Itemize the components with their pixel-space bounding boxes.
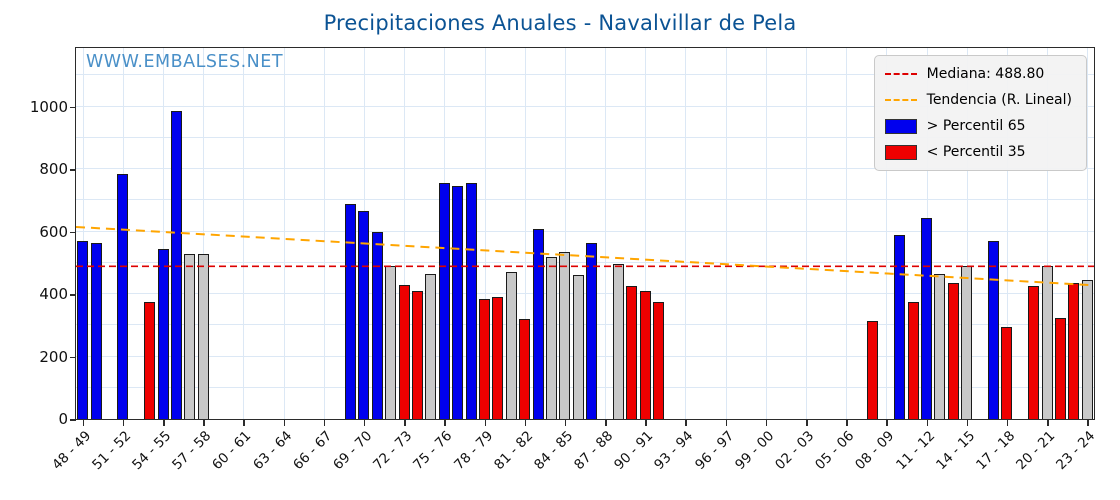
x-tick-mark [1006, 420, 1009, 426]
bar-77-78 [465, 183, 477, 419]
y-tick-mark [70, 419, 76, 421]
plot-area: WWW.EMBALSES.NET Mediana: 488.80 Tendenc… [75, 47, 1095, 420]
x-tick-mark [605, 420, 607, 426]
x-tick-mark [926, 420, 929, 426]
x-tick-mark [806, 420, 808, 426]
gridline-horizontal [76, 74, 1094, 76]
y-tick-label: 0 [58, 410, 68, 428]
legend-median-label: Mediana: 488.80 [926, 66, 1045, 82]
y-tick-mark [70, 169, 76, 171]
legend-item-below-percentile: < Percentil 35 [884, 142, 1072, 162]
x-tick-mark [243, 420, 245, 426]
gridline-horizontal [76, 293, 1094, 295]
bar-53-54 [144, 301, 156, 419]
watermark: WWW.EMBALSES.NET [86, 52, 284, 72]
legend-item-trend: Tendencia (R. Lineal) [884, 90, 1072, 110]
bar-76-77 [452, 186, 464, 419]
bar-78-79 [479, 298, 491, 419]
below-percentile-swatch [884, 144, 917, 160]
bar-79-80 [492, 297, 504, 419]
y-tick-mark [70, 356, 76, 359]
x-tick-mark [203, 420, 205, 426]
bar-17-18 [1001, 326, 1013, 419]
legend-below-label: < Percentil 35 [926, 144, 1026, 160]
bar-11-12 [921, 217, 933, 419]
legend-trend-label: Tendencia (R. Lineal) [926, 92, 1072, 108]
legend-item-above-percentile: > Percentil 65 [884, 116, 1072, 136]
x-tick-mark [886, 420, 888, 426]
x-tick-mark [363, 420, 366, 426]
gridline-horizontal [76, 386, 1094, 388]
bar-69-70 [358, 211, 370, 419]
bar-21-22 [1055, 317, 1066, 419]
y-tick-label: 600 [39, 222, 68, 241]
x-tick-mark [524, 420, 527, 426]
y-tick-mark [70, 106, 76, 109]
bar-91-92 [653, 301, 665, 419]
x-tick-mark [1087, 420, 1089, 426]
legend: Mediana: 488.80 Tendencia (R. Lineal) > … [873, 55, 1087, 171]
x-tick-mark [163, 420, 165, 426]
x-tick-mark [645, 420, 647, 426]
y-tick-mark [70, 294, 76, 296]
bar-81-82 [519, 319, 531, 419]
bar-51-52 [117, 173, 129, 419]
gridline-horizontal [76, 324, 1094, 326]
bar-90-91 [639, 290, 651, 419]
gridline-horizontal [76, 136, 1094, 138]
x-tick-mark [404, 420, 406, 426]
gridline-horizontal [76, 199, 1094, 201]
bar-73-74 [412, 290, 424, 419]
x-tick-mark [966, 420, 969, 426]
x-tick-mark [444, 420, 446, 426]
trend-line-swatch [884, 99, 917, 101]
x-tick-mark [323, 420, 326, 426]
x-tick-mark [725, 420, 728, 426]
x-tick-mark [82, 420, 85, 426]
x-tick-mark [484, 420, 487, 426]
bar-89-90 [626, 286, 638, 419]
bar-19-20 [1028, 286, 1040, 419]
y-tick-label: 800 [39, 160, 68, 179]
y-tick-label: 1000 [29, 97, 68, 116]
x-tick-mark [765, 420, 768, 426]
above-percentile-swatch [884, 118, 917, 134]
bar-75-76 [438, 183, 450, 419]
legend-item-median: Mediana: 488.80 [884, 64, 1072, 84]
bar-68-69 [345, 203, 357, 419]
x-tick-mark [846, 420, 848, 426]
gridline-horizontal [76, 355, 1094, 357]
x-tick-mark [1047, 420, 1049, 426]
y-tick-label: 200 [39, 347, 68, 366]
x-tick-mark [685, 420, 687, 426]
y-tick-mark [70, 231, 76, 234]
legend-above-label: > Percentil 65 [926, 118, 1026, 134]
bar-07-08 [867, 320, 879, 419]
chart-title: Precipitaciones Anuales - Navalvillar de… [323, 11, 797, 35]
median-line-swatch [884, 73, 917, 75]
gridline-horizontal [76, 168, 1094, 170]
x-tick-mark [283, 420, 286, 426]
x-tick-mark [564, 420, 567, 426]
gridline-horizontal [76, 105, 1094, 107]
x-tick-mark [122, 420, 125, 426]
bar-10-11 [907, 301, 919, 419]
y-tick-label: 400 [39, 285, 68, 304]
